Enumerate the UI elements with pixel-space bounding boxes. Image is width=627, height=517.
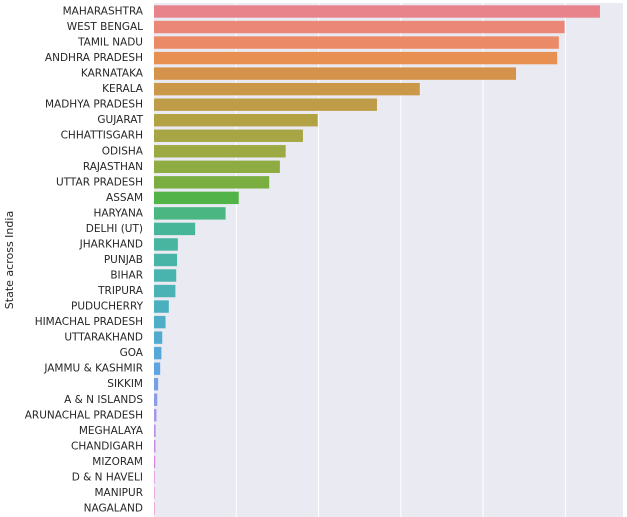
bar	[154, 82, 420, 96]
y-tick-label: HARYANA	[93, 207, 143, 219]
y-tick-label: MADHYA PRADESH	[45, 99, 143, 111]
bar	[154, 129, 303, 142]
y-tick-label: PUDUCHERRY	[71, 301, 144, 313]
bar	[154, 176, 270, 189]
bar	[154, 455, 156, 469]
bar	[154, 331, 163, 344]
y-tick-label: KERALA	[102, 83, 144, 95]
bar	[154, 207, 226, 220]
y-tick-label: TAMIL NADU	[77, 37, 143, 49]
y-tick-label: ANDHRA PRADESH	[45, 52, 143, 64]
y-tick-label: CHHATTISGARH	[61, 130, 143, 142]
bar	[154, 222, 196, 236]
y-tick-label: ARUNACHAL PRADESH	[25, 409, 143, 421]
y-tick-label: ASSAM	[106, 192, 143, 204]
bar	[154, 238, 178, 251]
y-tick-label: WEST BENGAL	[67, 21, 143, 33]
bar	[154, 160, 280, 173]
y-tick-label: DELHI (UT)	[86, 223, 143, 235]
y-tick-label: ODISHA	[102, 145, 144, 157]
bar	[154, 98, 377, 111]
bar	[154, 269, 177, 282]
bar	[154, 424, 156, 438]
y-tick-label: TRIPURA	[97, 285, 144, 297]
y-tick-label: MEGHALAYA	[79, 425, 144, 437]
y-tick-label: CHANDIGARH	[71, 440, 143, 452]
bar	[154, 67, 517, 80]
bar	[154, 145, 286, 158]
bar	[154, 20, 565, 34]
bar	[154, 253, 178, 267]
bar	[154, 191, 239, 205]
y-axis-title: State across India	[3, 211, 16, 309]
y-tick-labels: MAHARASHTRA WEST BENGAL TAMIL NADU ANDHRA P…	[25, 6, 144, 515]
y-tick-label: HIMACHAL PRADESH	[35, 316, 143, 328]
bar	[154, 362, 161, 375]
bar	[154, 315, 166, 329]
bar	[154, 471, 155, 484]
bar	[154, 36, 559, 49]
bar	[154, 346, 162, 360]
bar	[154, 300, 169, 313]
y-tick-label: A & N ISLANDS	[64, 394, 143, 406]
y-tick-label: MIZORAM	[92, 456, 143, 468]
bar	[154, 51, 558, 65]
y-tick-label: D & N HAVELI	[72, 471, 143, 483]
bar	[154, 409, 157, 422]
y-tick-label: UTTARAKHAND	[64, 332, 143, 344]
y-tick-label: BIHAR	[110, 270, 143, 282]
y-tick-label: JAMMU & KASHMIR	[43, 363, 143, 375]
y-tick-label: JHARKHAND	[79, 238, 143, 250]
y-tick-label: GOA	[120, 347, 144, 359]
y-tick-label: GUJARAT	[97, 114, 143, 126]
y-tick-label: KARNATAKA	[81, 68, 144, 80]
y-tick-label: SIKKIM	[107, 378, 143, 390]
y-tick-label: NAGALAND	[84, 502, 143, 514]
bars	[154, 5, 600, 515]
bar	[154, 440, 156, 453]
y-tick-label: MANIPUR	[94, 487, 143, 499]
plot-background	[154, 3, 623, 517]
bar	[154, 284, 176, 298]
y-tick-label: RAJASTHAN	[83, 161, 143, 173]
bar	[154, 378, 159, 391]
y-tick-label: MAHARASHTRA	[63, 6, 144, 18]
bar	[154, 486, 155, 500]
bar	[154, 502, 155, 515]
bar	[154, 393, 158, 406]
bar	[154, 114, 318, 127]
y-tick-label: UTTAR PRADESH	[56, 176, 143, 188]
y-tick-label: PUNJAB	[104, 254, 143, 266]
bar	[154, 5, 600, 18]
